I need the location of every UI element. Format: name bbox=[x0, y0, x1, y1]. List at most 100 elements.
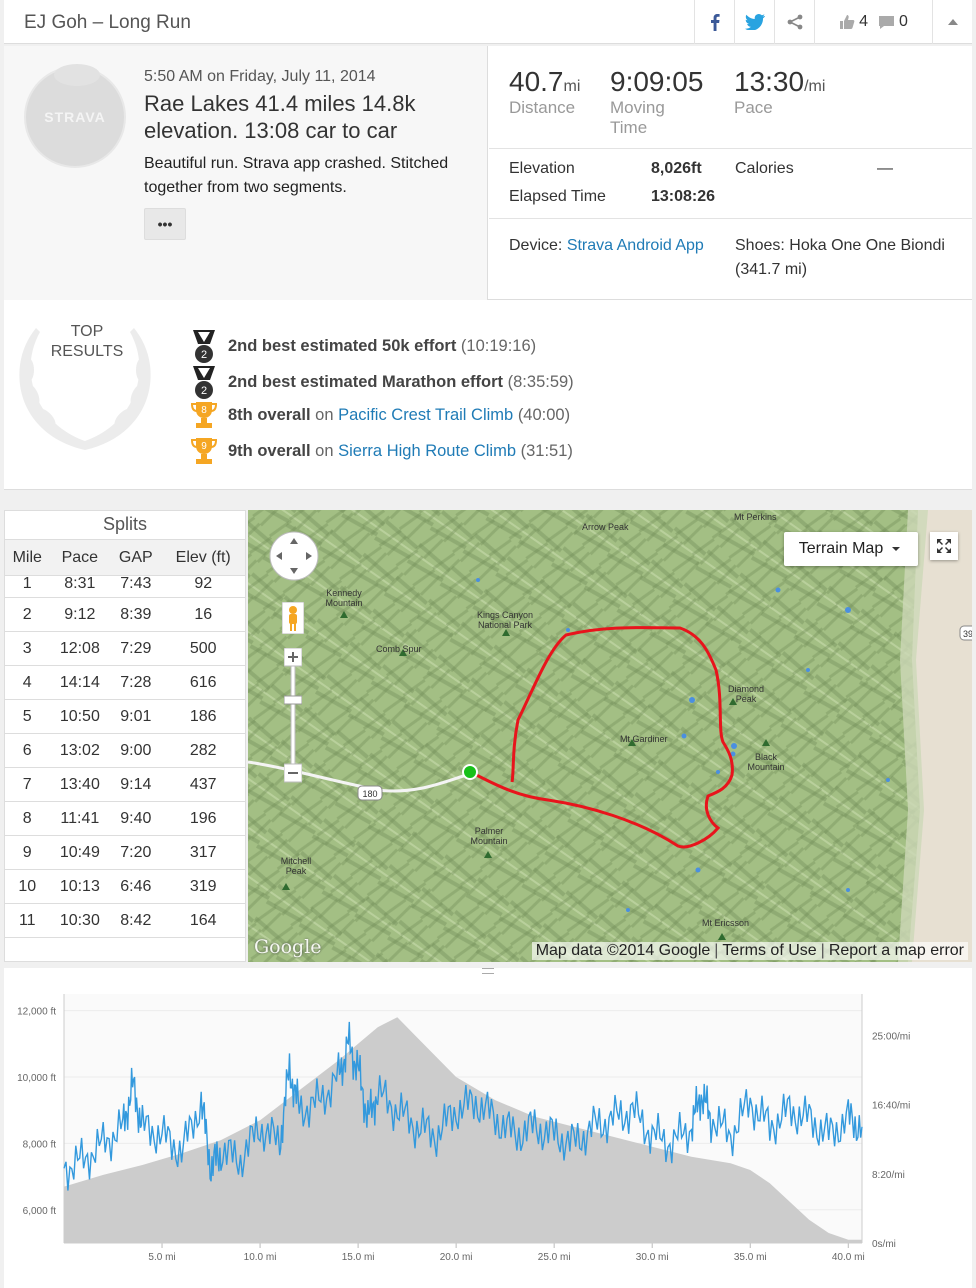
split-cell: 9:12 bbox=[49, 597, 111, 632]
shoes-label: Shoes: bbox=[735, 237, 785, 254]
y-right-tick-label: 0s/mi bbox=[872, 1239, 896, 1250]
elevation-pace-chart[interactable]: 6,000 ft 8,000 ft 10,000 ft 12,000 ft 0s/mi 8… bbox=[4, 968, 972, 1288]
share-button[interactable] bbox=[774, 0, 814, 44]
map-place-label: Mitchell Peak bbox=[280, 856, 312, 876]
street-view-pegman-icon[interactable] bbox=[282, 602, 304, 634]
facebook-icon bbox=[710, 14, 720, 31]
resize-handle[interactable] bbox=[482, 968, 494, 974]
segment-link[interactable]: Pacific Crest Trail Climb bbox=[338, 405, 514, 424]
map-place-label: Comb Spur bbox=[376, 644, 422, 654]
split-cell: 186 bbox=[161, 699, 245, 734]
column-header[interactable]: GAP bbox=[110, 539, 162, 576]
report-error-link[interactable]: Report a map error bbox=[828, 942, 964, 959]
chart-canvas: 6,000 ft 8,000 ft 10,000 ft 12,000 ft 0s/mi 8… bbox=[17, 994, 910, 1263]
split-row: 6 13:02 9:00 282 bbox=[5, 733, 245, 768]
split-cell: 6 bbox=[5, 733, 50, 768]
svg-text:180: 180 bbox=[362, 789, 377, 799]
split-cell: 16 bbox=[161, 597, 245, 632]
header-actions: 4 0 bbox=[694, 0, 972, 44]
facebook-share-button[interactable] bbox=[694, 0, 734, 44]
shoes-value: Hoka One One Biondi (341.7 mi) bbox=[735, 237, 945, 278]
fullscreen-button[interactable] bbox=[930, 532, 958, 560]
y-left-tick-label: 8,000 ft bbox=[23, 1139, 57, 1150]
split-row: 9 10:49 7:20 317 bbox=[5, 835, 245, 870]
split-cell: 8:31 bbox=[49, 575, 111, 598]
activity-stats: 40.7mi Distance 9:09:05 Moving Time 13:3… bbox=[489, 46, 972, 300]
pace-value: 13:30 bbox=[734, 66, 805, 97]
split-cell: 7:28 bbox=[110, 665, 162, 700]
split-cell: 13:02 bbox=[49, 733, 111, 768]
terms-link[interactable]: Terms of Use bbox=[722, 942, 817, 959]
twitter-share-button[interactable] bbox=[734, 0, 774, 44]
distance-unit: mi bbox=[563, 78, 581, 95]
column-header[interactable]: Pace bbox=[49, 539, 111, 576]
elapsed-time-label: Elapsed Time bbox=[509, 188, 606, 205]
avatar[interactable]: STRAVA bbox=[24, 64, 126, 168]
splits-header-row: Mile Pace GAP Elev (ft) bbox=[5, 539, 245, 576]
split-cell: 9:40 bbox=[110, 801, 162, 836]
chevron-up-icon bbox=[947, 19, 958, 25]
split-cell: 7 bbox=[5, 767, 50, 802]
map-place-label: Mt Perkins bbox=[734, 512, 777, 522]
split-cell: 616 bbox=[161, 665, 245, 700]
split-cell: 3 bbox=[5, 631, 50, 666]
route-line bbox=[469, 626, 734, 849]
map-type-label: Terrain Map bbox=[798, 540, 884, 557]
column-header[interactable]: Mile bbox=[5, 539, 50, 576]
distance-label: Distance bbox=[509, 98, 576, 117]
start-marker bbox=[462, 764, 478, 780]
result-time: (8:35:59) bbox=[507, 372, 574, 391]
more-options-button[interactable]: ••• bbox=[144, 208, 186, 240]
x-tick-label: 5.0 mi bbox=[148, 1252, 175, 1263]
comment-count-button[interactable]: 0 bbox=[878, 13, 908, 31]
split-cell: 317 bbox=[161, 835, 245, 870]
split-cell: 11 bbox=[5, 903, 50, 938]
split-cell: 11:41 bbox=[49, 801, 111, 836]
map-place-label: Kings Canyon National Park bbox=[476, 610, 534, 630]
map-place-label: Black Mountain bbox=[747, 752, 785, 772]
activity-summary: STRAVA 5:50 AM on Friday, July 11, 2014 … bbox=[4, 46, 972, 300]
x-tick-label: 25.0 mi bbox=[538, 1252, 571, 1263]
result-item: 8 8th overall on Pacific Crest Trail Cli… bbox=[190, 400, 570, 430]
column-header[interactable]: Elev (ft) bbox=[161, 539, 245, 576]
split-cell: 6:46 bbox=[110, 869, 162, 904]
elevation-value: 8,026ft bbox=[651, 160, 702, 177]
trophy-icon: 8 bbox=[190, 402, 218, 428]
result-time: (40:00) bbox=[517, 405, 571, 424]
route-map[interactable]: 180 39 Arrow Peak Mt Perkins Kennedy Mou… bbox=[248, 510, 972, 962]
split-row: 3 12:08 7:29 500 bbox=[5, 631, 245, 666]
pan-control[interactable] bbox=[268, 530, 320, 582]
collapse-button[interactable] bbox=[932, 0, 972, 44]
split-cell: 282 bbox=[161, 733, 245, 768]
split-cell: 319 bbox=[161, 869, 245, 904]
split-row: 8 11:41 9:40 196 bbox=[5, 801, 245, 836]
segment-link[interactable]: Sierra High Route Climb bbox=[338, 441, 516, 460]
activity-description: Beautiful run. Strava app crashed. Stitc… bbox=[144, 155, 449, 196]
split-row: 2 9:12 8:39 16 bbox=[5, 597, 245, 632]
split-cell: 4 bbox=[5, 665, 50, 700]
split-cell: 10 bbox=[5, 869, 50, 904]
x-tick-label: 20.0 mi bbox=[440, 1252, 473, 1263]
split-cell: 8:39 bbox=[110, 597, 162, 632]
kudos-count-button[interactable]: 4 bbox=[839, 13, 868, 31]
avatar-label: STRAVA bbox=[44, 109, 106, 125]
map-place-label: Mt Ericsson bbox=[702, 918, 750, 928]
lakes bbox=[476, 578, 890, 912]
calories-value: — bbox=[877, 160, 893, 177]
map-type-dropdown[interactable]: Terrain Map bbox=[784, 532, 918, 566]
zoom-control[interactable] bbox=[284, 648, 302, 788]
medal-2-icon: 2 bbox=[193, 330, 215, 363]
elapsed-time-value: 13:08:26 bbox=[651, 188, 716, 205]
trophy-icon: 9 bbox=[190, 438, 218, 464]
y-left-tick-label: 10,000 ft bbox=[17, 1073, 56, 1084]
distance-value: 40.7 bbox=[509, 66, 564, 97]
y-right-tick-label: 25:00/mi bbox=[872, 1032, 910, 1043]
device-link[interactable]: Strava Android App bbox=[566, 237, 704, 254]
divider bbox=[489, 148, 972, 149]
map-place-label: Mt Gardiner bbox=[620, 734, 668, 744]
split-row: 5 10:50 9:01 186 bbox=[5, 699, 245, 734]
split-cell: 7:43 bbox=[110, 575, 162, 598]
google-logo[interactable]: Google bbox=[254, 936, 322, 958]
pace-unit: /mi bbox=[804, 78, 826, 95]
twitter-icon bbox=[744, 14, 765, 30]
